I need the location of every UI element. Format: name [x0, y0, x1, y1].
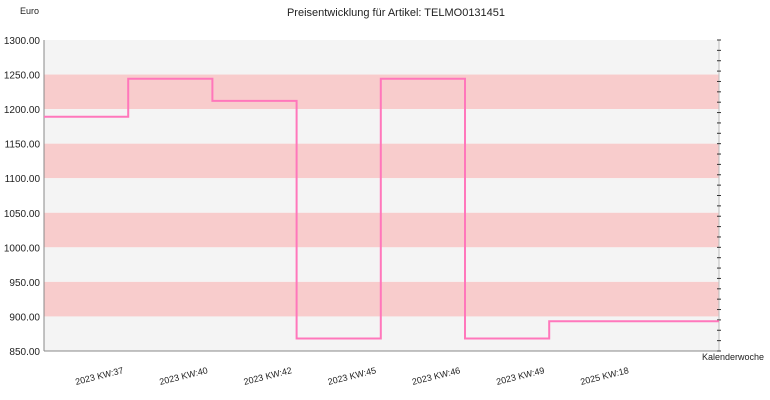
y-axis-label: Euro: [20, 6, 39, 16]
x-tick-labels: 2023 KW:37 2023 KW:40 2023 KW:42 2023 KW:45…: [74, 365, 630, 387]
x-tick-label: 2023 KW:42: [243, 365, 293, 387]
y-tick-label: 850.00: [9, 347, 40, 358]
x-tick-label: 2025 KW:18: [579, 365, 629, 387]
y-tick-label: 950.00: [9, 278, 40, 289]
x-tick-label: 2023 KW:40: [158, 365, 208, 387]
y-tick-label: 900.00: [9, 312, 40, 323]
y-tick-label: 1250.00: [4, 71, 41, 82]
x-tick-label: 2023 KW:37: [74, 365, 124, 387]
y-tick-label: 1050.00: [4, 209, 41, 220]
y-tick-label: 1150.00: [5, 140, 41, 151]
y-tick-labels: 1300.00 1250.00 1200.00 1150.00 1100.00 1050.…: [4, 36, 41, 358]
y-tick-label: 1000.00: [4, 243, 41, 254]
x-tick-label: 2023 KW:49: [495, 365, 545, 387]
y-tick-label: 1100.00: [5, 174, 41, 185]
x-axis-label: Kalenderwoche: [702, 352, 764, 362]
right-axis-ticks: [717, 39, 721, 352]
chart-title: Preisentwicklung für Artikel: TELMO01314…: [287, 7, 505, 19]
price-series-line: [44, 77, 719, 340]
y-tick-label: 1300.00: [4, 36, 41, 47]
y-tick-label: 1200.00: [4, 105, 41, 116]
band-0: [44, 40, 719, 75]
x-tick-label: 2023 KW:45: [327, 365, 377, 387]
x-tick-label: 2023 KW:46: [411, 365, 461, 387]
